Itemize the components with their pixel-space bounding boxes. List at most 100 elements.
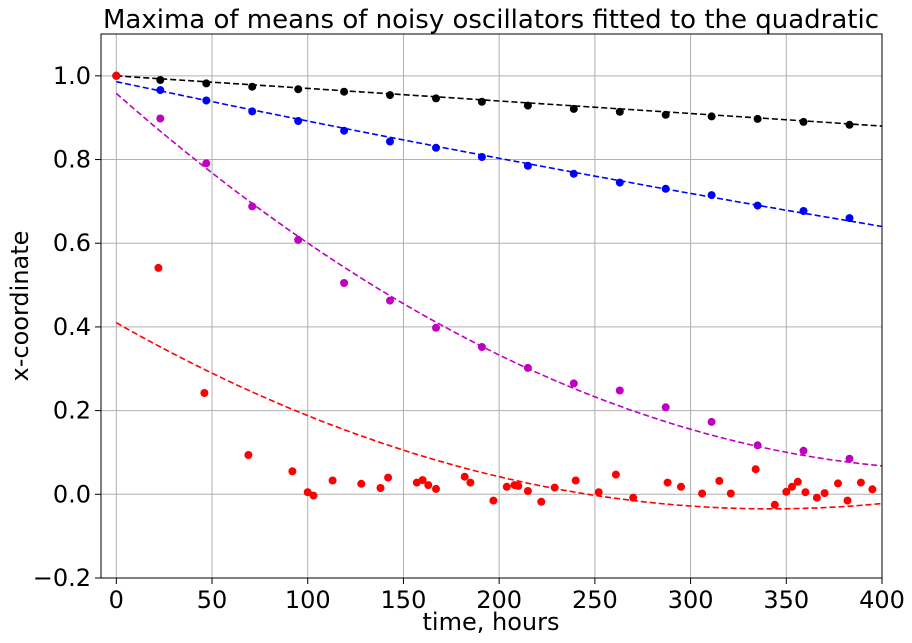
x-axis-label: time, hours [423, 608, 560, 636]
y-tick-label: 0.8 [53, 146, 91, 174]
data-point-3 [820, 489, 829, 498]
data-point-2 [386, 296, 394, 305]
chart-title: Maxima of means of noisy oscillators fit… [103, 5, 879, 35]
data-point-3 [770, 500, 779, 509]
data-point-3 [550, 483, 559, 492]
data-point-0 [340, 87, 349, 96]
data-point-3 [856, 478, 865, 487]
data-point-0 [156, 76, 165, 84]
data-point-1 [799, 207, 808, 215]
data-point-0 [569, 104, 578, 113]
x-tick-label: 400 [859, 586, 905, 614]
data-point-1 [661, 184, 670, 193]
data-point-0 [294, 85, 303, 94]
data-point-3 [357, 479, 366, 488]
data-point-2 [340, 279, 349, 287]
data-point-1 [340, 126, 349, 135]
data-point-1 [753, 201, 762, 210]
x-tick-label: 200 [476, 586, 522, 614]
data-point-1 [477, 153, 486, 161]
data-point-3 [751, 465, 760, 474]
y-tick-label: −0.2 [33, 564, 91, 592]
y-tick-label: 0.4 [53, 313, 91, 341]
y-tick-label: 0.6 [53, 229, 91, 257]
data-point-2 [661, 403, 670, 412]
data-point-3 [594, 488, 603, 497]
y-tick-label: 0.0 [53, 480, 91, 508]
data-point-3 [801, 488, 810, 497]
data-point-3 [663, 478, 672, 487]
x-tick-label: 50 [197, 586, 228, 614]
x-tick-label: 250 [572, 586, 618, 614]
x-tick-label: 150 [381, 586, 427, 614]
data-point-3 [698, 489, 707, 498]
x-tick-label: 350 [763, 586, 809, 614]
data-point-3 [288, 467, 297, 476]
data-point-3 [843, 496, 852, 505]
data-point-2 [845, 454, 854, 463]
data-point-3 [812, 493, 821, 502]
data-point-2 [523, 363, 532, 372]
data-point-1 [386, 137, 394, 146]
data-point-3 [489, 496, 498, 505]
data-point-2 [202, 159, 211, 168]
data-point-1 [523, 161, 532, 170]
data-point-3 [677, 482, 685, 491]
data-points [112, 71, 877, 509]
data-point-0 [386, 91, 394, 100]
data-point-3 [782, 487, 791, 496]
fit-curve-3 [115, 322, 883, 510]
data-point-3 [460, 472, 469, 481]
plot-frame [100, 33, 883, 579]
x-tick-label: 0 [109, 586, 124, 614]
y-tick-label: 1.0 [53, 62, 91, 90]
grid [101, 34, 883, 579]
data-point-3 [376, 484, 385, 492]
data-point-0 [845, 120, 854, 129]
data-point-0 [799, 117, 808, 126]
data-point-3 [514, 481, 523, 490]
data-point-3 [715, 476, 724, 485]
data-point-3 [629, 493, 638, 502]
data-point-3 [502, 482, 511, 491]
data-point-1 [432, 143, 440, 152]
y-tick-label: 0.2 [53, 397, 91, 425]
data-point-1 [294, 117, 303, 125]
data-point-3 [537, 497, 546, 506]
data-point-0 [615, 107, 624, 116]
data-point-1 [707, 191, 716, 200]
data-point-3 [868, 485, 877, 494]
data-point-3 [611, 470, 620, 479]
x-ticks: 0 50 100 150 200 250 300 350 400 [109, 578, 905, 614]
data-point-1 [248, 107, 257, 116]
data-point-1 [569, 169, 578, 178]
data-point-3 [834, 479, 842, 488]
data-point-3 [244, 451, 253, 459]
data-point-0 [248, 82, 257, 91]
data-point-3 [303, 488, 312, 497]
data-point-2 [248, 202, 257, 211]
data-point-2 [707, 417, 716, 426]
data-point-0 [523, 101, 532, 110]
fit-curve-2 [115, 92, 883, 467]
x-tick-label: 100 [285, 586, 331, 614]
data-point-0 [661, 110, 670, 119]
data-point-2 [753, 441, 762, 450]
data-point-0 [432, 94, 440, 103]
data-point-2 [615, 386, 624, 395]
data-point-1 [156, 86, 165, 95]
data-point-2 [432, 323, 440, 332]
data-point-3 [328, 476, 337, 485]
data-point-1 [202, 96, 211, 105]
data-point-2 [799, 446, 808, 455]
data-point-3 [788, 482, 796, 491]
data-point-3 [418, 476, 427, 485]
data-point-2 [569, 379, 578, 388]
data-point-0 [707, 112, 716, 121]
data-point-2 [477, 343, 486, 351]
x-tick-label: 300 [668, 586, 714, 614]
data-point-3 [466, 478, 475, 487]
data-point-0 [477, 97, 486, 106]
data-point-0 [753, 114, 762, 123]
